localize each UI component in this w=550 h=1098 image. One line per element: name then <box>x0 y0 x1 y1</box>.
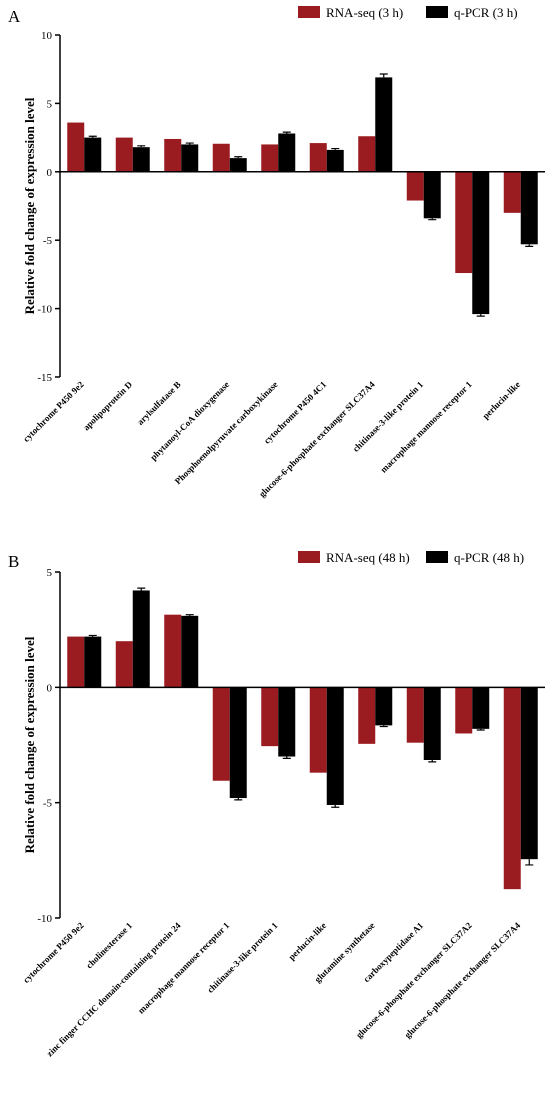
error-bar <box>137 587 146 591</box>
error-bar <box>234 156 243 159</box>
x-tick-label: cytochrome P450 9e2 <box>21 920 86 985</box>
legend-swatch <box>298 551 320 563</box>
x-tick-label: perlucin-like <box>480 379 522 421</box>
bar <box>326 149 344 172</box>
bar <box>229 158 247 172</box>
error-bar <box>379 725 388 728</box>
y-axis-title: Relative fold change of expression level <box>22 636 37 853</box>
legend-label: q-PCR (48 h) <box>454 550 524 565</box>
y-axis-title: Relative fold change of expression level <box>22 97 37 314</box>
error-bar <box>476 314 485 317</box>
error-bar <box>234 798 243 801</box>
x-tick-label: macrophage mannose receptor 1 <box>136 920 232 1016</box>
bar <box>406 171 424 201</box>
y-tick-label: 5 <box>47 567 53 579</box>
error-bar <box>88 135 97 138</box>
x-tick-label: macrophage mannose receptor 1 <box>378 379 474 475</box>
y-tick-label: -5 <box>43 798 53 810</box>
bar <box>229 687 247 799</box>
bar <box>358 136 376 172</box>
x-tick-label: apolipoprotein D <box>81 379 134 432</box>
bar <box>67 636 85 688</box>
error-bar <box>525 859 534 866</box>
bar <box>423 687 441 760</box>
bar <box>278 687 296 757</box>
error-bar <box>282 756 291 759</box>
x-tick-label: cholinesterase 1 <box>84 920 134 970</box>
bar <box>67 122 85 172</box>
x-tick-label: Phosphoenolpyruvate carboxykinase <box>173 379 280 486</box>
y-tick-label: 0 <box>47 167 53 179</box>
y-tick-label: 5 <box>47 98 53 110</box>
bar <box>164 138 182 172</box>
bar <box>164 614 182 688</box>
bar <box>326 687 344 805</box>
bar <box>261 144 279 172</box>
legend-label: q-PCR (3 h) <box>454 5 518 20</box>
y-tick-label: -10 <box>37 913 52 925</box>
error-bar <box>282 131 291 134</box>
bar <box>212 687 230 781</box>
bar <box>520 687 538 860</box>
bar <box>455 171 473 274</box>
panel-label: B <box>8 552 19 571</box>
bar <box>472 687 490 729</box>
error-bar <box>379 73 388 78</box>
x-tick-label: cytochrome P450 9e2 <box>21 379 86 444</box>
legend-label: RNA-seq (3 h) <box>326 5 403 20</box>
y-tick-label: -15 <box>37 372 52 384</box>
bar <box>212 143 230 172</box>
error-bar <box>331 804 340 808</box>
error-bar <box>185 142 194 145</box>
bar <box>309 687 327 773</box>
bar <box>115 137 133 172</box>
bar <box>181 615 199 688</box>
bar <box>472 171 490 315</box>
bar <box>503 171 521 213</box>
bar <box>84 137 102 172</box>
bar <box>181 144 199 172</box>
panel-label: A <box>8 7 21 26</box>
bar <box>375 687 393 726</box>
error-bar <box>525 244 534 247</box>
y-tick-label: 0 <box>47 682 53 694</box>
bar <box>115 641 133 688</box>
bar <box>261 687 279 747</box>
y-tick-label: -5 <box>43 235 53 247</box>
x-tick-label: perlucin-like <box>286 920 328 962</box>
bar <box>455 687 473 734</box>
legend-swatch <box>298 6 320 18</box>
legend-label: RNA-seq (48 h) <box>326 550 410 565</box>
error-bar <box>428 218 437 221</box>
bar <box>423 171 441 219</box>
error-bar <box>185 614 194 616</box>
bar <box>520 171 538 245</box>
bar <box>84 636 102 688</box>
error-bar <box>88 634 97 637</box>
x-tick-label: phytanoyl-CoA dioxygenase <box>148 379 231 462</box>
bar <box>406 687 424 743</box>
bar <box>132 590 150 688</box>
error-bar <box>331 147 340 150</box>
legend-swatch <box>426 551 448 563</box>
x-tick-label: arylsulfatase B <box>135 379 183 427</box>
bar <box>503 687 521 890</box>
y-tick-label: 10 <box>41 30 53 42</box>
bar <box>309 143 327 172</box>
error-bar <box>137 145 146 148</box>
error-bar <box>428 759 437 763</box>
bar <box>358 687 376 744</box>
error-bar <box>476 728 485 731</box>
bar <box>132 147 150 172</box>
bar <box>375 77 393 172</box>
bar <box>278 133 296 172</box>
legend-swatch <box>426 6 448 18</box>
y-tick-label: -10 <box>37 304 52 316</box>
